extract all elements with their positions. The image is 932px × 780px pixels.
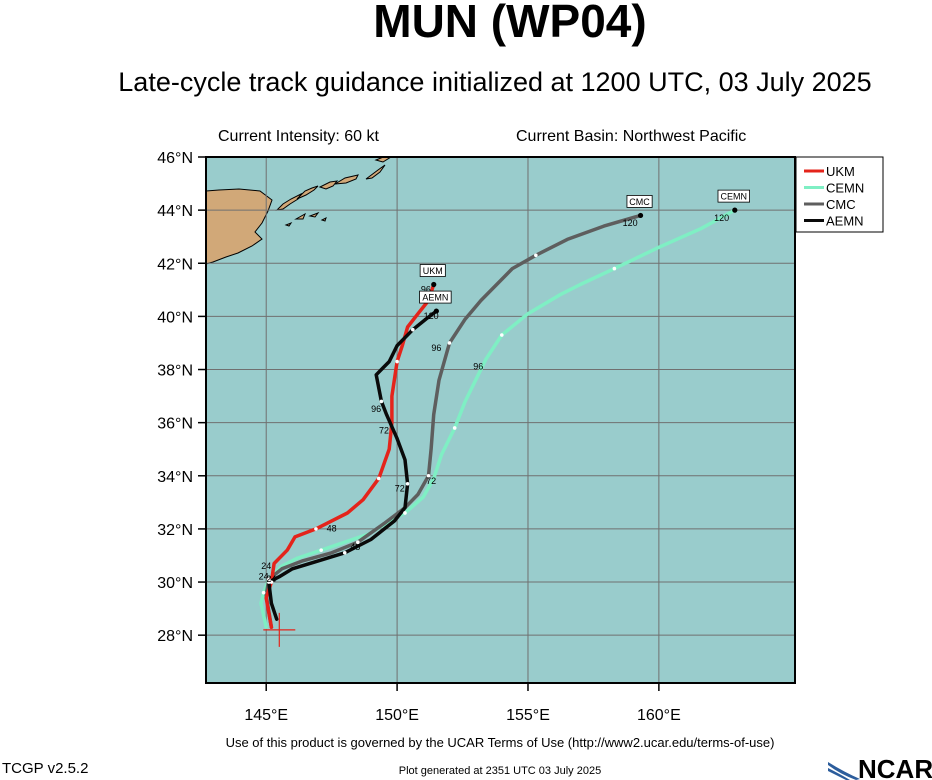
x-tick-label: 150°E <box>375 707 419 724</box>
y-tick-label: 34°N <box>157 469 193 486</box>
track-point-cmc <box>426 473 431 478</box>
track-end-dot-ukm <box>431 281 437 288</box>
track-end-dot-cemn <box>732 207 738 213</box>
tau-label-ukm: 24 <box>261 561 271 571</box>
chart-title: MUN (WP04) <box>373 0 647 47</box>
track-end-dot-cmc <box>637 212 644 219</box>
track-point-cemn <box>261 590 266 595</box>
y-tick-label: 36°N <box>157 416 193 433</box>
y-tick-label: 46°N <box>157 150 193 167</box>
track-point-ukm <box>314 527 318 531</box>
end-label-box-cemn <box>717 189 750 203</box>
current-intensity-label: Current Intensity: 60 kt <box>218 128 379 145</box>
y-tick-label: 30°N <box>157 575 193 592</box>
land-polygon-0 <box>206 188 273 265</box>
land-polygon-10 <box>284 221 293 227</box>
tau-label-aemn: 24 <box>266 574 276 584</box>
track-line-ukm <box>264 282 436 629</box>
tracks-group: 24 48 96 120 CEMN 72 96 120 CMC 24 48 96 UKM 24 72 72 96… <box>259 189 750 629</box>
end-label-cmc: CMC <box>629 197 650 207</box>
track-point-aemn <box>267 580 271 584</box>
track-point-aemn <box>411 327 415 332</box>
y-tick-label: 32°N <box>157 522 193 539</box>
land-polygon-2 <box>296 185 319 200</box>
ncar-logo-text: NCAR <box>858 754 932 780</box>
y-tick-label: 40°N <box>157 309 193 326</box>
land-group <box>206 157 399 265</box>
end-label-box-aemn <box>419 290 452 304</box>
track-point-cemn <box>319 548 323 552</box>
track-point-cmc <box>267 577 271 582</box>
legend-label-cemn: CEMN <box>826 181 864 196</box>
ocean-background <box>206 157 795 683</box>
plot-frame <box>205 156 796 684</box>
track-point-ukm <box>395 359 399 364</box>
tau-label-aemn: 72 <box>395 484 405 494</box>
land-polygon-9 <box>294 212 306 220</box>
tau-label-aemn: 96 <box>371 404 381 414</box>
generated-timestamp: Plot generated at 2351 UTC 03 July 2025 <box>398 765 602 777</box>
tau-label-cemn: 24 <box>259 571 269 581</box>
land-polygon-11 <box>320 217 327 222</box>
track-point-aemn <box>379 399 384 404</box>
current-basin-label: Current Basin: Northwest Pacific <box>516 128 747 145</box>
track-point-cemn <box>500 333 504 337</box>
end-label-box-cmc <box>626 195 653 208</box>
end-label-cemn: CEMN <box>721 192 748 202</box>
tau-label-ukm: 96 <box>421 284 431 294</box>
y-tick-label: 28°N <box>157 628 193 645</box>
tau-label-cemn: 96 <box>473 362 483 372</box>
tau-label-aemn: 120 <box>424 311 439 321</box>
track-point-cmc <box>447 341 452 345</box>
tau-label-cmc: 120 <box>623 218 638 228</box>
y-tick-label: 42°N <box>157 256 193 273</box>
x-tick-label: 155°E <box>506 707 550 724</box>
track-point-ukm <box>269 580 274 584</box>
tau-label-cemn: 48 <box>350 542 360 552</box>
end-label-box-ukm <box>419 264 446 277</box>
track-point-ukm <box>376 476 381 481</box>
tau-label-cmc: 96 <box>431 343 441 353</box>
track-end-dot-aemn <box>433 308 439 314</box>
legend-label-ukm: UKM <box>826 164 855 179</box>
tau-label-ukm: 48 <box>327 524 337 534</box>
track-point-cmc <box>356 540 360 545</box>
tau-label-cemn: 120 <box>714 213 729 223</box>
track-line-cemn <box>259 208 737 629</box>
track-line-cmc <box>264 213 643 629</box>
ncar-logo: NCAR <box>828 754 932 780</box>
track-point-cmc <box>534 253 538 258</box>
x-tick-label: 145°E <box>244 707 288 724</box>
ncar-logo-swoosh-icon <box>828 762 860 780</box>
y-tick-label: 44°N <box>157 203 193 220</box>
track-point-aemn <box>405 481 410 486</box>
terms-of-use-text: Use of this product is governed by the U… <box>225 735 775 750</box>
land-polygon-8 <box>308 211 320 218</box>
x-tick-label: 160°E <box>637 707 681 724</box>
legend-label-cmc: CMC <box>826 197 856 212</box>
track-point-cemn <box>452 426 457 430</box>
end-label-ukm: UKM <box>423 266 443 276</box>
track-point-cemn <box>403 511 407 515</box>
track-point-cemn <box>612 266 617 271</box>
land-polygon-5 <box>365 164 386 180</box>
end-label-aemn: AEMN <box>422 293 448 303</box>
track-point-aemn <box>342 551 347 555</box>
chart-subtitle: Late-cycle track guidance initialized at… <box>118 67 872 97</box>
tau-label-aemn: 72 <box>379 425 389 435</box>
tau-label-cmc: 72 <box>426 476 436 486</box>
y-tick-label: 38°N <box>157 363 193 380</box>
version-label: TCGP v2.5.2 <box>2 760 89 777</box>
legend-label-aemn: AEMN <box>826 214 864 229</box>
land-polygon-4 <box>334 174 359 185</box>
